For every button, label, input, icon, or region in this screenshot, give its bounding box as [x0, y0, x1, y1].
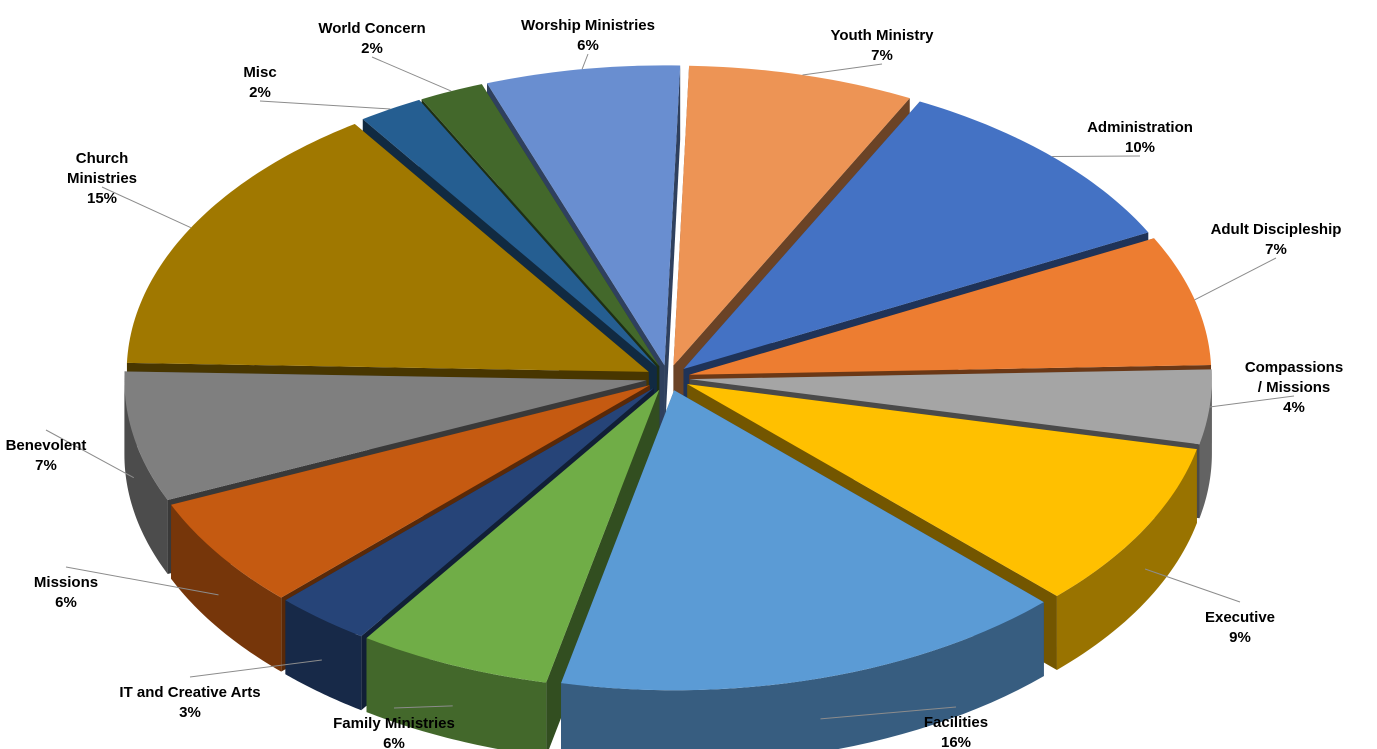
pie-slice-11-top — [362, 99, 657, 368]
pie-slice-2-top — [689, 238, 1212, 375]
slice-percent: 3% — [179, 704, 201, 721]
slice-name: Administration — [1087, 119, 1193, 136]
pie-slice-5-outer-wall-0 — [561, 602, 1044, 749]
slice-name: Adult Discipleship — [1211, 221, 1342, 238]
leader-line-12 — [371, 56, 452, 92]
slice-name: Ministries — [67, 170, 137, 187]
slice-percent: 2% — [249, 84, 271, 101]
pie-slice-8-top — [171, 385, 650, 598]
slice-name: World Concern — [318, 20, 425, 37]
pie-slice-13-radial-side-1 — [664, 65, 681, 440]
data-label-8: Missions 6% — [34, 574, 98, 611]
pie-slice-7-outer-wall-0 — [285, 600, 362, 711]
data-label-4: Executive 9% — [1205, 609, 1275, 646]
pie-slice-8-outer-wall-0 — [171, 504, 282, 672]
slice-percent: 15% — [87, 190, 117, 207]
slice-name: IT and Creative Arts — [119, 684, 260, 701]
pie-slice-0-top — [673, 65, 910, 366]
leader-lines — [45, 53, 1295, 720]
data-label-13: Worship Ministries 6% — [521, 17, 655, 54]
data-label-5: Facilities 16% — [924, 714, 988, 749]
data-label-12: World Concern 2% — [318, 20, 425, 57]
pie-slice-1-top — [683, 101, 1149, 369]
slices-layer — [124, 65, 1212, 749]
slice-name: Executive — [1205, 609, 1275, 626]
data-label-1: Administration 10% — [1087, 119, 1193, 156]
slice-percent: 16% — [941, 734, 971, 749]
pie-slice-12-top — [421, 84, 660, 367]
data-label-9: Benevolent 7% — [6, 437, 87, 474]
pie-slice-7-top — [285, 387, 655, 637]
pie-slice-5-top — [561, 390, 1044, 691]
slice-name: Youth Ministry — [830, 27, 934, 44]
leader-line-11 — [259, 100, 391, 110]
leader-line-2 — [1194, 257, 1277, 301]
pie-slice-9-outer-wall-0 — [124, 380, 168, 574]
slice-percent: 6% — [55, 594, 77, 611]
slice-percent: 6% — [383, 735, 405, 749]
data-label-10: Church Ministries 15% — [67, 150, 137, 207]
slice-name: Family Ministries — [333, 715, 455, 732]
pie-slice-3-outer-wall-0 — [1199, 379, 1212, 519]
pie-slice-4-outer-wall-0 — [1056, 449, 1197, 670]
data-label-11: Misc 2% — [243, 64, 276, 101]
slice-name: Missions — [34, 574, 98, 591]
leader-line-1 — [1052, 155, 1141, 157]
slice-percent: 4% — [1283, 399, 1305, 416]
slice-percent: 7% — [1265, 241, 1287, 258]
slice-percent: 10% — [1125, 139, 1155, 156]
pie-slice-10-top — [126, 123, 649, 372]
leader-line-8 — [65, 566, 219, 596]
leader-line-3 — [1209, 395, 1295, 408]
leader-line-9 — [45, 429, 135, 479]
slice-name: Benevolent — [6, 437, 87, 454]
pie-slice-4-top — [687, 384, 1197, 596]
pie-slice-6-outer-wall-0 — [366, 638, 547, 749]
leader-line-6 — [393, 705, 453, 709]
leader-line-10 — [101, 186, 192, 229]
slice-name: Compassions — [1245, 359, 1343, 376]
slice-name: Facilities — [924, 714, 988, 731]
slice-name: Worship Ministries — [521, 17, 655, 34]
slice-percent: 6% — [577, 37, 599, 54]
slice-percent: 2% — [361, 40, 383, 57]
slice-name: Church — [76, 150, 129, 167]
leader-line-7 — [189, 659, 322, 678]
data-label-2: Adult Discipleship 7% — [1211, 221, 1342, 258]
pie-slice-5 — [561, 390, 1044, 749]
leader-line-4 — [1144, 568, 1241, 603]
slice-percent: 7% — [871, 47, 893, 64]
leader-line-0 — [802, 63, 883, 76]
pie-slice-3-top — [689, 369, 1212, 445]
leader-line-13 — [581, 53, 589, 70]
leader-line-5 — [820, 706, 957, 720]
pie-slice-6-top — [366, 389, 660, 683]
slice-name: / Missions — [1258, 379, 1331, 396]
data-label-7: IT and Creative Arts 3% — [119, 684, 260, 721]
pie-slice-13-top — [487, 65, 681, 366]
data-label-3: Compassions / Missions 4% — [1245, 359, 1343, 416]
data-label-6: Family Ministries 6% — [333, 715, 455, 749]
data-label-0: Youth Ministry 7% — [830, 27, 934, 64]
slice-percent: 7% — [35, 457, 57, 474]
slice-percent: 9% — [1229, 629, 1251, 646]
data-labels: Youth Ministry 7% Administration 10% Adult D… — [6, 17, 1344, 749]
pie-slice-9-top — [124, 371, 647, 500]
slice-name: Misc — [243, 64, 276, 81]
